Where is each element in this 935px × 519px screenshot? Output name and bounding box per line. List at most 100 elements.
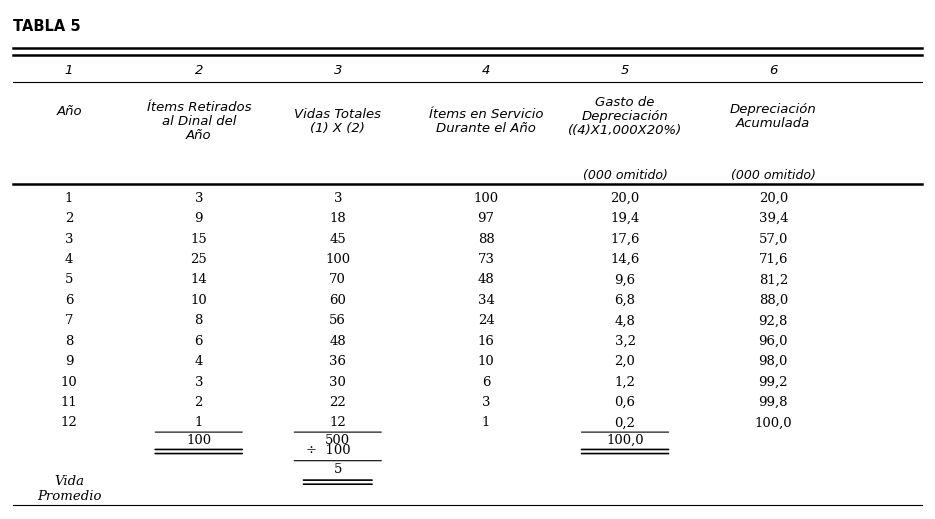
Text: ÷  100: ÷ 100 [306,444,351,457]
Text: 4: 4 [194,355,203,368]
Text: Durante el Año: Durante el Año [436,122,536,135]
Text: 3: 3 [334,64,342,77]
Text: Ítems Retirados: Ítems Retirados [147,101,251,114]
Text: 1: 1 [65,64,73,77]
Text: Gasto de: Gasto de [596,95,654,108]
Text: 1: 1 [194,416,203,429]
Text: 0,2: 0,2 [614,416,636,429]
Text: Acumulada: Acumulada [736,117,811,130]
Text: 100,0: 100,0 [755,416,792,429]
Text: 6: 6 [65,294,73,307]
Text: 36: 36 [329,355,346,368]
Text: 8: 8 [194,315,203,327]
Text: 45: 45 [329,233,346,245]
Text: Depreciación: Depreciación [582,110,669,123]
Text: 17,6: 17,6 [611,233,640,245]
Text: 6: 6 [770,64,778,77]
Text: 100: 100 [473,192,498,204]
Text: 34: 34 [478,294,495,307]
Text: 5: 5 [621,64,629,77]
Text: 0,6: 0,6 [614,396,636,409]
Text: 57,0: 57,0 [758,233,788,245]
Text: 16: 16 [478,335,495,348]
Text: 100,0: 100,0 [606,434,644,447]
Text: 1: 1 [65,192,73,204]
Text: 7: 7 [65,315,73,327]
Text: 14,6: 14,6 [611,253,640,266]
Text: 60: 60 [329,294,346,307]
Text: 20,0: 20,0 [611,192,640,204]
Text: 3: 3 [65,233,73,245]
Text: 20,0: 20,0 [758,192,788,204]
Text: 9: 9 [65,355,73,368]
Text: 22: 22 [329,396,346,409]
Text: 25: 25 [191,253,208,266]
Text: 70: 70 [329,274,346,286]
Text: 96,0: 96,0 [758,335,788,348]
Text: 3: 3 [194,192,203,204]
Text: 500: 500 [325,434,351,447]
Text: 1: 1 [482,416,490,429]
Text: 6: 6 [482,376,490,389]
Text: 5: 5 [65,274,73,286]
Text: 100: 100 [325,253,351,266]
Text: 100: 100 [186,434,211,447]
Text: 2,0: 2,0 [614,355,636,368]
Text: 39,4: 39,4 [758,212,788,225]
Text: 6: 6 [194,335,203,348]
Text: 1,2: 1,2 [614,376,636,389]
Text: 88: 88 [478,233,495,245]
Text: 12: 12 [61,416,78,429]
Text: 2: 2 [194,396,203,409]
Text: ((4)X1,000X20%): ((4)X1,000X20%) [568,125,683,138]
Text: 10: 10 [478,355,495,368]
Text: 2: 2 [194,64,203,77]
Text: (000 omitido): (000 omitido) [731,169,815,182]
Text: 15: 15 [191,233,208,245]
Text: al Dinal del: al Dinal del [162,115,236,128]
Text: 12: 12 [329,416,346,429]
Text: 8: 8 [65,335,73,348]
Text: 3: 3 [482,396,490,409]
Text: Vidas Totales: Vidas Totales [295,108,381,121]
Text: 88,0: 88,0 [758,294,788,307]
Text: 3: 3 [334,192,342,204]
Text: 71,6: 71,6 [758,253,788,266]
Text: Año: Año [56,105,82,118]
Text: 3: 3 [194,376,203,389]
Text: 81,2: 81,2 [758,274,788,286]
Text: 30: 30 [329,376,346,389]
Text: 3,2: 3,2 [614,335,636,348]
Text: 56: 56 [329,315,346,327]
Text: 4: 4 [65,253,73,266]
Text: 9: 9 [194,212,203,225]
Text: 11: 11 [61,396,78,409]
Text: 48: 48 [478,274,495,286]
Text: 19,4: 19,4 [611,212,640,225]
Text: 97: 97 [478,212,495,225]
Text: Vida
Promedio: Vida Promedio [36,475,101,503]
Text: TABLA 5: TABLA 5 [13,20,81,34]
Text: 4: 4 [482,64,490,77]
Text: Ítems en Servicio: Ítems en Servicio [429,108,543,121]
Text: 2: 2 [65,212,73,225]
Text: 18: 18 [329,212,346,225]
Text: 92,8: 92,8 [758,315,788,327]
Text: 10: 10 [61,376,78,389]
Text: 10: 10 [191,294,208,307]
Text: (000 omitido): (000 omitido) [583,169,668,182]
Text: 6,8: 6,8 [614,294,636,307]
Text: (1) X (2): (1) X (2) [310,122,366,135]
Text: 9,6: 9,6 [614,274,636,286]
Text: Depreciación: Depreciación [730,103,816,116]
Text: 98,0: 98,0 [758,355,788,368]
Text: 73: 73 [478,253,495,266]
Text: Año: Año [186,129,211,142]
Text: 24: 24 [478,315,495,327]
Text: 5: 5 [334,463,342,476]
Text: 48: 48 [329,335,346,348]
Text: 14: 14 [191,274,208,286]
Text: 99,2: 99,2 [758,376,788,389]
Text: 99,8: 99,8 [758,396,788,409]
Text: 4,8: 4,8 [614,315,636,327]
